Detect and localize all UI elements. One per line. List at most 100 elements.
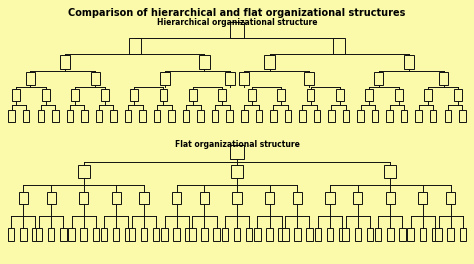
FancyBboxPatch shape (399, 228, 406, 241)
FancyBboxPatch shape (325, 192, 335, 204)
FancyBboxPatch shape (200, 55, 210, 69)
FancyBboxPatch shape (78, 165, 90, 178)
FancyBboxPatch shape (226, 72, 235, 85)
FancyBboxPatch shape (173, 228, 180, 241)
FancyBboxPatch shape (315, 228, 321, 241)
FancyBboxPatch shape (9, 110, 15, 121)
FancyBboxPatch shape (189, 228, 196, 241)
FancyBboxPatch shape (374, 72, 383, 85)
FancyBboxPatch shape (200, 192, 209, 204)
FancyBboxPatch shape (353, 192, 363, 204)
FancyBboxPatch shape (66, 110, 73, 121)
FancyBboxPatch shape (96, 110, 102, 121)
FancyBboxPatch shape (172, 192, 181, 204)
FancyBboxPatch shape (430, 110, 437, 121)
FancyBboxPatch shape (365, 89, 374, 101)
FancyBboxPatch shape (125, 228, 132, 241)
FancyBboxPatch shape (355, 228, 361, 241)
FancyBboxPatch shape (445, 110, 451, 121)
FancyBboxPatch shape (12, 89, 20, 101)
FancyBboxPatch shape (277, 89, 285, 101)
FancyBboxPatch shape (375, 228, 382, 241)
FancyBboxPatch shape (284, 110, 291, 121)
FancyBboxPatch shape (432, 228, 438, 241)
FancyBboxPatch shape (227, 110, 233, 121)
FancyBboxPatch shape (328, 110, 335, 121)
FancyBboxPatch shape (18, 192, 28, 204)
FancyBboxPatch shape (113, 228, 119, 241)
FancyBboxPatch shape (37, 110, 44, 121)
FancyBboxPatch shape (36, 228, 42, 241)
FancyBboxPatch shape (197, 110, 204, 121)
FancyBboxPatch shape (336, 89, 344, 101)
FancyBboxPatch shape (161, 228, 168, 241)
FancyBboxPatch shape (386, 192, 395, 204)
FancyBboxPatch shape (183, 110, 190, 121)
FancyBboxPatch shape (333, 39, 345, 54)
FancyBboxPatch shape (327, 228, 333, 241)
FancyBboxPatch shape (201, 228, 208, 241)
FancyBboxPatch shape (266, 228, 273, 241)
FancyBboxPatch shape (125, 110, 131, 121)
FancyBboxPatch shape (234, 228, 240, 241)
FancyBboxPatch shape (92, 228, 99, 241)
FancyBboxPatch shape (79, 192, 88, 204)
FancyBboxPatch shape (160, 89, 167, 101)
FancyBboxPatch shape (446, 192, 456, 204)
FancyBboxPatch shape (384, 165, 396, 178)
FancyBboxPatch shape (415, 110, 422, 121)
FancyBboxPatch shape (255, 110, 262, 121)
FancyBboxPatch shape (439, 72, 448, 85)
FancyBboxPatch shape (306, 228, 313, 241)
FancyBboxPatch shape (139, 110, 146, 121)
FancyBboxPatch shape (46, 192, 56, 204)
FancyBboxPatch shape (153, 228, 159, 241)
FancyBboxPatch shape (357, 110, 364, 121)
FancyBboxPatch shape (154, 110, 160, 121)
FancyBboxPatch shape (222, 228, 228, 241)
FancyBboxPatch shape (189, 89, 197, 101)
FancyBboxPatch shape (386, 110, 393, 121)
FancyBboxPatch shape (111, 192, 121, 204)
FancyBboxPatch shape (231, 165, 243, 178)
FancyBboxPatch shape (270, 110, 277, 121)
FancyBboxPatch shape (254, 228, 261, 241)
FancyBboxPatch shape (68, 228, 75, 241)
FancyBboxPatch shape (418, 192, 428, 204)
FancyBboxPatch shape (372, 110, 378, 121)
FancyBboxPatch shape (81, 110, 88, 121)
FancyBboxPatch shape (91, 72, 100, 85)
FancyBboxPatch shape (20, 228, 27, 241)
FancyBboxPatch shape (294, 228, 301, 241)
FancyBboxPatch shape (219, 89, 226, 101)
FancyBboxPatch shape (23, 110, 29, 121)
FancyBboxPatch shape (213, 228, 220, 241)
FancyBboxPatch shape (239, 72, 248, 85)
FancyBboxPatch shape (248, 89, 255, 101)
FancyBboxPatch shape (230, 145, 244, 159)
FancyBboxPatch shape (160, 72, 170, 85)
FancyBboxPatch shape (241, 110, 247, 121)
FancyBboxPatch shape (168, 110, 175, 121)
FancyBboxPatch shape (48, 228, 55, 241)
FancyBboxPatch shape (42, 89, 50, 101)
FancyBboxPatch shape (299, 110, 306, 121)
FancyBboxPatch shape (307, 89, 314, 101)
FancyBboxPatch shape (139, 192, 149, 204)
FancyBboxPatch shape (454, 89, 462, 101)
FancyBboxPatch shape (26, 72, 35, 85)
FancyBboxPatch shape (52, 110, 59, 121)
FancyBboxPatch shape (293, 192, 302, 204)
FancyBboxPatch shape (212, 110, 219, 121)
FancyBboxPatch shape (342, 228, 349, 241)
FancyBboxPatch shape (264, 55, 274, 69)
FancyBboxPatch shape (339, 228, 345, 241)
FancyBboxPatch shape (141, 228, 147, 241)
FancyBboxPatch shape (459, 110, 465, 121)
FancyBboxPatch shape (419, 228, 426, 241)
FancyBboxPatch shape (435, 228, 442, 241)
FancyBboxPatch shape (60, 228, 66, 241)
FancyBboxPatch shape (32, 228, 39, 241)
FancyBboxPatch shape (447, 228, 454, 241)
FancyBboxPatch shape (129, 228, 135, 241)
